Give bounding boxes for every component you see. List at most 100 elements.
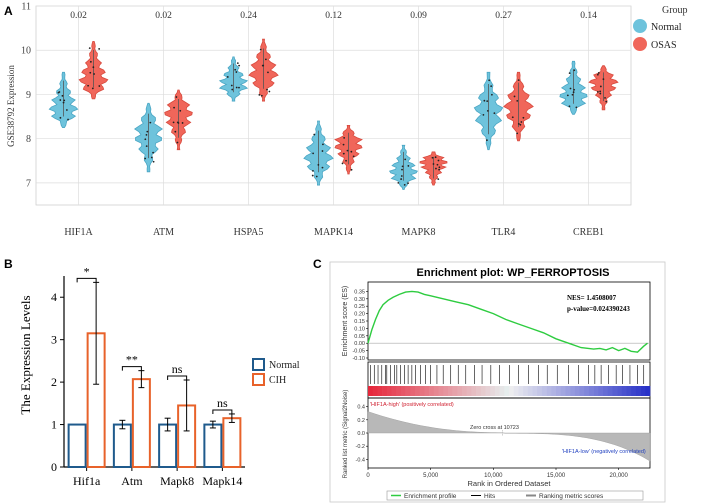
data-point xyxy=(175,96,178,98)
heat-segment xyxy=(551,386,557,396)
heat-segment xyxy=(494,386,500,396)
y-tick-label: 1 xyxy=(51,418,57,432)
y-tick-label: 9 xyxy=(26,90,31,101)
data-point xyxy=(519,123,522,126)
y-tick-label: 8 xyxy=(26,134,31,145)
ranking-metric-area xyxy=(367,411,651,462)
data-point xyxy=(226,76,229,78)
pvalue-label: 0.24 xyxy=(240,11,257,21)
data-point xyxy=(486,100,489,103)
heat-segment xyxy=(466,386,472,396)
y-tick-label: 10 xyxy=(21,46,31,57)
data-point xyxy=(173,106,175,109)
category-label: HSPA5 xyxy=(234,227,264,238)
panel-c-label: C xyxy=(313,257,322,271)
data-point xyxy=(490,93,493,96)
data-point xyxy=(572,91,575,94)
data-point xyxy=(258,93,261,96)
heat-segment xyxy=(537,386,543,396)
legend-cih-bar-swatch xyxy=(252,373,265,386)
data-point xyxy=(342,143,345,146)
data-point xyxy=(435,167,437,170)
heat-segment xyxy=(372,386,378,396)
heat-segment xyxy=(471,386,477,396)
data-point xyxy=(436,163,439,166)
heat-segment xyxy=(541,386,547,396)
category-label: TLR4 xyxy=(492,227,516,238)
data-point xyxy=(152,160,155,163)
es-y-tick-label: -0.05 xyxy=(352,349,365,355)
significance-bracket xyxy=(167,375,188,380)
es-plot: 0.35 0.300.25 0.200.150.10 0.050.00 -0.05-0.… xyxy=(352,289,650,362)
heat-segment xyxy=(410,386,416,396)
rm-y-tick-label: 0.2 xyxy=(357,418,365,424)
data-point xyxy=(438,168,441,171)
data-point xyxy=(486,109,489,112)
data-point xyxy=(262,64,265,67)
data-point xyxy=(350,168,353,171)
data-point xyxy=(432,163,435,165)
data-point xyxy=(482,114,485,116)
x-tick-label: 10,000 xyxy=(484,473,503,479)
heat-segment xyxy=(386,386,392,396)
data-point xyxy=(513,95,516,98)
data-point xyxy=(571,93,574,96)
heat-segment xyxy=(527,386,533,396)
rank-heat-bar xyxy=(368,386,651,396)
heat-segment xyxy=(612,386,618,396)
data-point xyxy=(573,69,576,72)
panel-a-pvalues: 0.02 0.02 0.24 0.12 0.09 0.27 0.14 xyxy=(70,11,597,21)
heat-segment xyxy=(631,386,637,396)
heat-segment xyxy=(556,386,561,396)
data-point xyxy=(569,87,572,90)
data-point xyxy=(407,165,410,167)
significance-label: ns xyxy=(217,396,228,410)
data-point xyxy=(174,130,177,133)
data-point xyxy=(568,105,571,108)
heat-segment xyxy=(560,386,566,396)
heat-segment xyxy=(405,386,411,396)
heat-segment xyxy=(377,386,383,396)
legend-normal-bar-label: Normal xyxy=(269,360,300,371)
data-point xyxy=(235,86,238,89)
data-point xyxy=(493,112,496,115)
heat-segment xyxy=(509,386,514,396)
heat-segment xyxy=(499,386,505,396)
data-point xyxy=(88,47,91,50)
low-label: 'HIF1A-low' (negatively correlated) xyxy=(562,449,646,455)
data-point xyxy=(179,109,182,112)
y-tick-label: 3 xyxy=(51,333,57,347)
data-point xyxy=(437,178,440,180)
data-point xyxy=(176,141,179,144)
panel-c-title: Enrichment plot: WP_FERROPTOSIS xyxy=(417,267,610,279)
heat-segment xyxy=(584,386,590,396)
es-y-tick-label: 0.05 xyxy=(354,334,365,340)
data-point xyxy=(517,79,520,82)
heat-segment xyxy=(480,386,486,396)
rm-y-tick-label: -0.2 xyxy=(356,444,365,450)
pvalue-value: p-value=0.024390243 xyxy=(567,305,630,313)
significance-bracket xyxy=(76,277,97,283)
significance-label: ** xyxy=(126,353,138,367)
es-y-tick-label: 0.10 xyxy=(354,326,365,332)
data-point xyxy=(264,58,267,61)
heat-segment xyxy=(433,386,439,396)
data-point xyxy=(400,178,403,180)
data-point xyxy=(573,88,576,91)
x-tick-label: Mapk14 xyxy=(202,474,242,488)
data-point xyxy=(566,94,569,97)
x-tick-label: 15,000 xyxy=(547,473,566,479)
normal-bar xyxy=(203,423,223,468)
data-point xyxy=(235,71,238,73)
data-point xyxy=(144,157,147,160)
data-point xyxy=(431,156,434,159)
heat-segment xyxy=(518,386,524,396)
heat-segment xyxy=(593,386,599,396)
data-point xyxy=(181,122,184,124)
es-y-tick-label: 0.35 xyxy=(354,289,365,295)
data-point xyxy=(268,90,271,93)
data-point xyxy=(322,143,324,146)
panel-a-violin-chart: 7 8 9 10 11 0.02 0.02 0.24 0.12 0.09 0.27 0.14 HIF… xyxy=(6,2,688,239)
